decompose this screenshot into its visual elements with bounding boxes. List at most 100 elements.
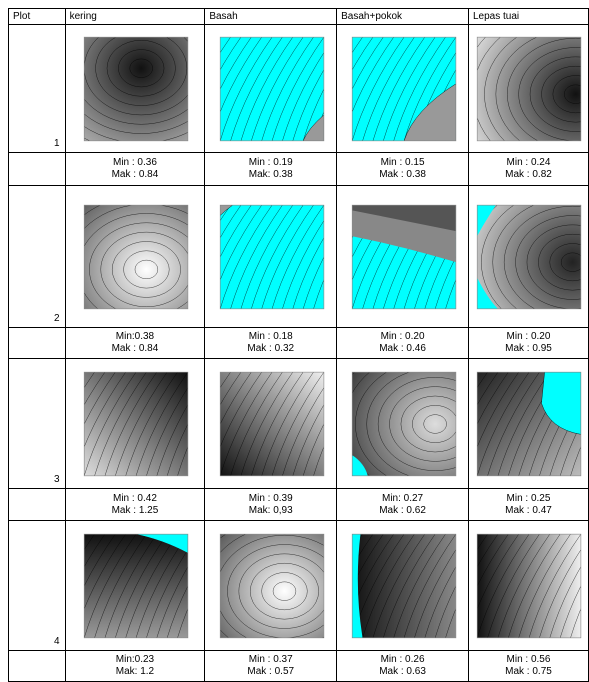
contour-line [134, 259, 158, 279]
contour-line [477, 371, 530, 476]
contour-line [177, 445, 188, 476]
value-row: Min:0.23 Mak: 1.2 Min : 0.37 Mak : 0.57 Min … [8, 650, 589, 682]
contour-line [403, 533, 456, 638]
region [477, 277, 499, 309]
contour-line [388, 385, 456, 462]
contour-line [240, 371, 293, 476]
contour-line [477, 533, 489, 550]
contour-line [84, 371, 106, 405]
min-value: Min : 0.24 [506, 157, 551, 168]
contour-line [123, 250, 170, 288]
contour-line [125, 371, 178, 476]
plot-bg [84, 36, 188, 141]
contour-line [351, 533, 352, 534]
value-cell: Min : 0.42 Mak : 1.25 [64, 488, 206, 521]
value-cell: Min : 0.37 Mak : 0.57 [204, 650, 338, 682]
contour-line [111, 240, 181, 298]
image-cell [336, 24, 469, 153]
contour-line [240, 36, 293, 141]
contour-line [166, 585, 188, 638]
plot-area [219, 204, 324, 309]
contour-line [444, 278, 456, 309]
plot-area [219, 36, 324, 141]
plot-cell: 1 [8, 24, 66, 153]
image-cell [64, 358, 206, 489]
contour-line [477, 533, 478, 534]
plot-area [219, 533, 324, 638]
contour-line [271, 204, 324, 309]
contour-line [561, 252, 582, 272]
contour-line [100, 231, 188, 307]
contour-line [424, 565, 456, 638]
image-cell [204, 520, 338, 651]
plot-number: 2 [54, 313, 60, 324]
image-cell [467, 24, 589, 153]
contour-line [351, 36, 394, 112]
contour-line [455, 307, 456, 309]
contour-line [423, 413, 447, 434]
value-cell: Min : 0.20 Mak : 0.95 [467, 327, 589, 359]
header-row: Plot kering Basah Basah+pokok Lepas tuai [8, 8, 589, 25]
contour-line [393, 36, 446, 141]
plot-frame [219, 371, 324, 476]
plot-cell: 4 [8, 520, 66, 651]
contour-line [400, 395, 456, 452]
contour-line [477, 533, 499, 567]
contour-line [230, 36, 283, 141]
contour-line [94, 533, 147, 638]
contour-line [560, 423, 582, 476]
contour-line [413, 548, 456, 638]
contour-line [507, 37, 582, 141]
min-value: Min : 0.25 [506, 492, 551, 504]
contour-line [219, 204, 221, 205]
contour-plot [477, 36, 582, 141]
plot-area [477, 371, 582, 476]
plot-frame [477, 371, 582, 476]
contour-line [156, 565, 188, 638]
contour-plot [351, 371, 456, 476]
contour-line [104, 533, 157, 638]
plot-cell [8, 650, 66, 682]
contour-line [564, 84, 582, 104]
plot-area [84, 36, 188, 141]
contour-line [527, 224, 582, 300]
contour-line [313, 445, 324, 476]
contour-line [84, 36, 188, 115]
contour-line [444, 607, 456, 638]
contour-line [84, 371, 137, 476]
plot-frame [219, 533, 324, 638]
contour-line [323, 307, 324, 309]
contour-line [550, 242, 582, 281]
contour-line [230, 371, 283, 476]
contour-line [434, 585, 456, 638]
plot-bg [219, 533, 324, 638]
contour-line [541, 65, 582, 122]
plot-area [351, 371, 456, 476]
image-row: 2 [8, 185, 589, 328]
plot-number: 1 [54, 138, 60, 149]
contour-line [504, 205, 582, 309]
image-cell [64, 185, 206, 328]
contour-line [496, 36, 538, 141]
min-value: Min : 0.42 [112, 492, 157, 504]
plot-bg [84, 204, 188, 309]
contour-line [351, 36, 404, 141]
contour-plot [83, 371, 189, 476]
contour-line [487, 371, 541, 476]
contour-line [89, 222, 188, 309]
contour-line [219, 204, 262, 280]
max-value: Mak : 0.95 [505, 343, 552, 354]
contour-line [219, 534, 324, 638]
value-cell: Min : 0.36 Mak : 0.84 [64, 152, 206, 186]
contour-line [118, 48, 165, 87]
contour-line [261, 371, 314, 476]
contour-line [351, 36, 363, 53]
contour-line [477, 533, 530, 638]
contour-line [219, 36, 241, 70]
max-value: Mak : 0.63 [379, 666, 426, 677]
contour-line [135, 371, 188, 476]
image-cell [336, 185, 469, 328]
plot-area [84, 371, 188, 476]
max-value: Mak: 1.2 [115, 666, 155, 677]
contour-line [226, 543, 324, 638]
